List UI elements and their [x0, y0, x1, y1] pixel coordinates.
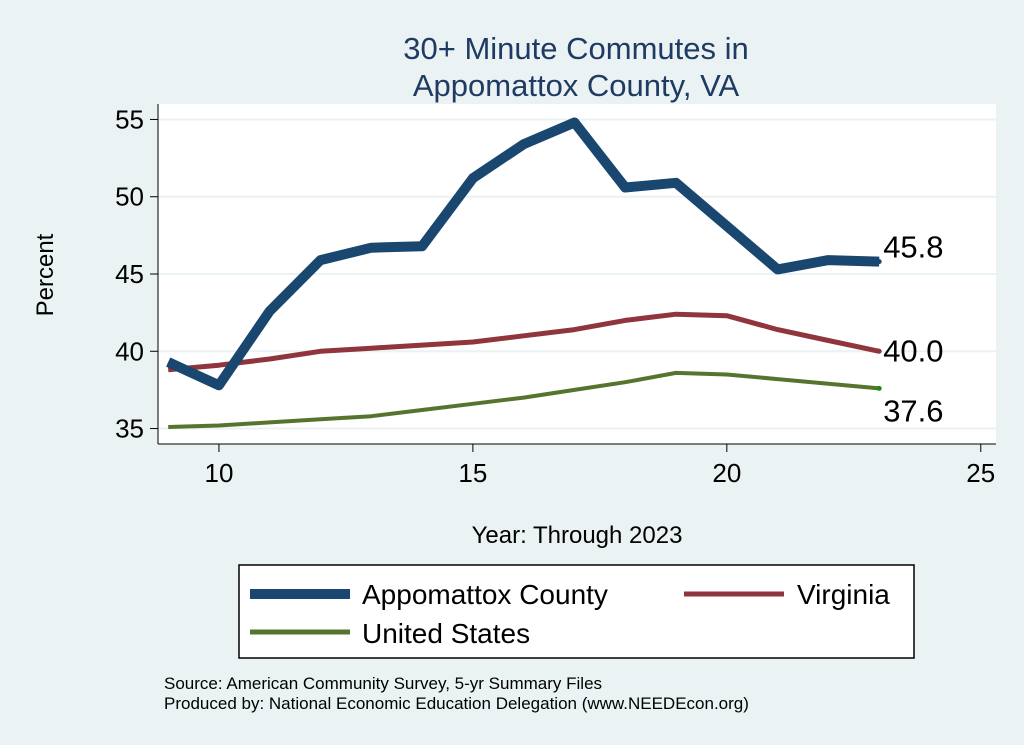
- x-tick-label: 15: [458, 458, 487, 488]
- end-label-united-states: 37.6: [883, 393, 943, 428]
- y-ticks: 35 40 45 50 55: [115, 104, 158, 444]
- x-tick-label: 10: [204, 458, 233, 488]
- axes: 35 40 45 50 55 10 15 20 25: [115, 104, 996, 488]
- y-tick-label: 35: [115, 414, 144, 444]
- legend: Appomattox County Virginia United States: [238, 564, 915, 659]
- gridlines: [158, 118, 996, 430]
- series-line-appomattox-county: [166, 117, 880, 391]
- x-axis-title: Year: Through 2023: [472, 522, 683, 549]
- y-tick-label: 40: [115, 336, 144, 366]
- x-tick-label: 25: [966, 458, 995, 488]
- y-tick-label: 45: [115, 259, 144, 289]
- chart-title-line-2: Appomattox County, VA: [413, 68, 740, 103]
- legend-label-united-states: United States: [362, 618, 530, 649]
- series-end-marker: [876, 259, 882, 265]
- y-tick-label: 55: [115, 104, 144, 134]
- end-labels: 45.8 40.0 37.6: [883, 230, 943, 429]
- chart-title-line-1: 30+ Minute Commutes in: [403, 31, 748, 66]
- x-tick-label: 20: [712, 458, 741, 488]
- series-line-united-states: [168, 370, 880, 429]
- series-end-marker: [876, 348, 882, 354]
- plot-area: 45.8 40.0 37.6: [158, 104, 996, 444]
- produced-by-note: Produced by: National Economic Education…: [164, 694, 749, 713]
- x-ticks: 10 15 20 25: [204, 444, 995, 488]
- legend-label-virginia: Virginia: [797, 579, 890, 610]
- source-note: Source: American Community Survey, 5-yr …: [164, 674, 602, 693]
- end-label-virginia: 40.0: [883, 333, 943, 368]
- series-lines: [166, 117, 882, 429]
- end-label-appomattox-county: 45.8: [883, 230, 943, 265]
- y-tick-label: 50: [115, 182, 144, 212]
- legend-label-appomattox: Appomattox County: [362, 579, 608, 610]
- series-line-virginia: [167, 311, 880, 373]
- series-end-marker: [876, 385, 882, 391]
- y-axis-title: Percent: [32, 233, 59, 316]
- legend-box: [238, 564, 915, 659]
